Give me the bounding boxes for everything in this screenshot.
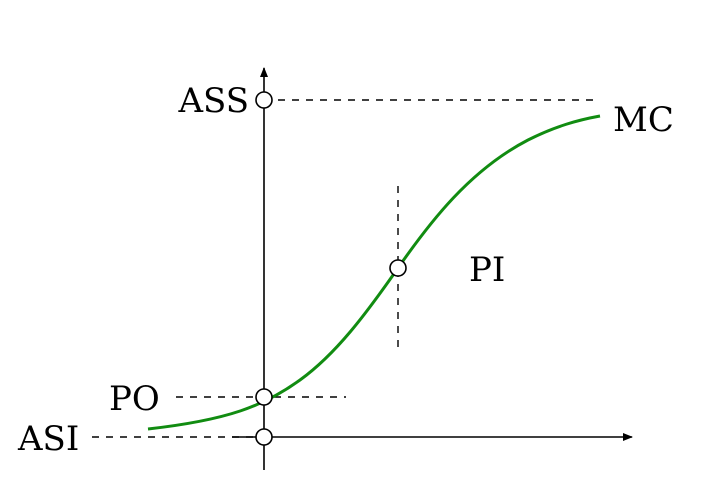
po-label: PO: [109, 379, 160, 419]
mc-label: MC: [613, 100, 674, 140]
ass-label: ASS: [177, 81, 249, 121]
asi-point: [255, 428, 273, 446]
pi-label: PI: [469, 250, 505, 290]
inflection-point: [389, 259, 407, 277]
origin-point: [255, 388, 273, 406]
logistic-curve: [147, 114, 601, 431]
asi-label: ASI: [17, 419, 79, 459]
ass-point: [255, 91, 273, 109]
